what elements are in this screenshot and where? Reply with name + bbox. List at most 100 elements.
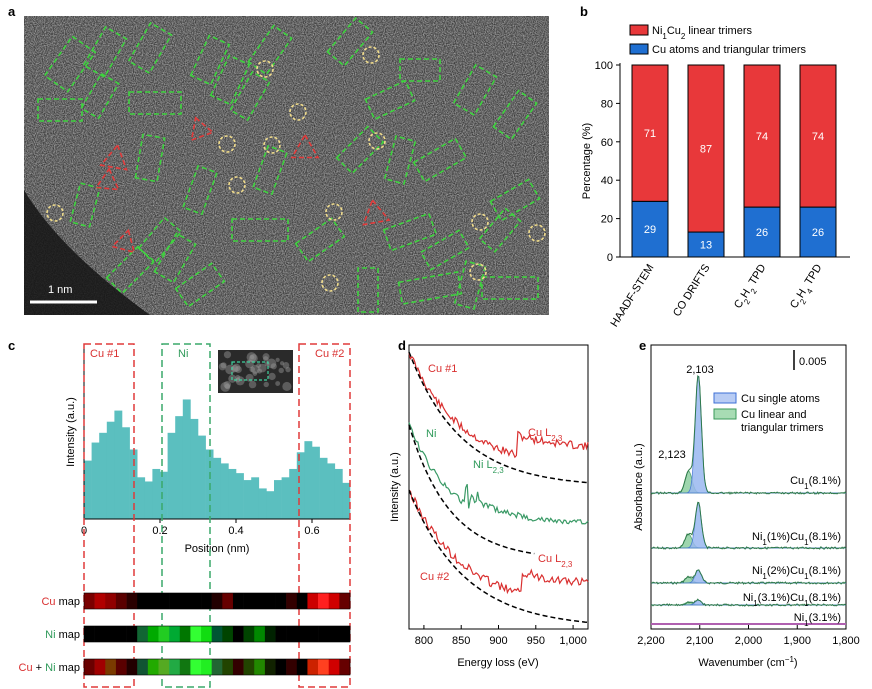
edge-label-cu-1: Cu L2,3 — [528, 427, 563, 443]
linear-trimer-box — [209, 54, 251, 106]
inset-texture — [268, 372, 276, 381]
map-label-ni: Ni map — [45, 629, 80, 641]
intensity-bar — [258, 488, 267, 519]
region-label-cu2: Cu #2 — [315, 348, 344, 360]
elemental-map-cell — [222, 593, 234, 609]
bar-value-label: 13 — [700, 240, 712, 252]
x-tick-label: 1,000 — [559, 635, 587, 647]
linear-trimer-box — [127, 21, 173, 75]
map-label-cu: Cu map — [41, 596, 80, 608]
bar-segment-ni1cu2 — [687, 64, 725, 233]
elemental-map-cell — [307, 659, 319, 675]
single-atom-marker — [289, 103, 307, 121]
bar-value-label: 74 — [812, 131, 824, 143]
single-atom-marker — [256, 60, 274, 78]
inset-image — [218, 350, 293, 393]
elemental-map-frame — [83, 658, 351, 676]
elemental-map-cell — [264, 626, 276, 642]
inset-texture — [250, 364, 260, 374]
intensity-bar — [220, 463, 229, 519]
panel-label-c: c — [8, 338, 16, 353]
region-box — [298, 343, 351, 688]
inset-texture — [231, 365, 239, 373]
intensity-bar — [228, 468, 237, 519]
elemental-map-cell — [126, 593, 138, 609]
elemental-map-cell — [339, 593, 351, 609]
elemental-map-cell — [126, 659, 138, 675]
intensity-bar — [198, 435, 206, 519]
intensity-bar — [213, 457, 222, 519]
elemental-map-cell — [286, 593, 298, 609]
elemental-map-cell — [296, 626, 308, 642]
linear-trimer-box — [80, 72, 120, 120]
x-tick-label: 850 — [452, 635, 470, 647]
inset-texture — [282, 362, 290, 369]
elemental-map-cell — [318, 626, 330, 642]
single-atom-marker — [368, 132, 386, 150]
intensity-bar — [304, 441, 313, 519]
elemental-map-cell — [339, 659, 351, 675]
region-label-cu1: Cu #1 — [90, 348, 119, 360]
x-tick-label: 0.2 — [152, 525, 167, 537]
intensity-bar — [91, 442, 100, 519]
bar-segment-ni1cu2 — [631, 64, 669, 202]
elemental-map-cell — [115, 626, 127, 642]
triangular-trimer — [190, 116, 215, 142]
elemental-map-cell — [264, 659, 276, 675]
elemental-map-cell — [126, 626, 138, 642]
inset-texture — [282, 381, 292, 392]
legend-label-trimers-cont: triangular trimers — [741, 422, 824, 434]
elemental-map-cell — [158, 626, 170, 642]
inset-texture — [249, 353, 258, 363]
inset-texture — [270, 363, 277, 370]
inset-texture — [232, 363, 241, 372]
elemental-map-cell — [169, 659, 181, 675]
intensity-bar — [106, 421, 115, 519]
trace-label-ni1-cu: Ni1(1%)Cu1(8.1%) — [752, 531, 841, 547]
inset-texture — [263, 356, 269, 362]
single-atom-marker — [228, 176, 246, 194]
legend-label-ni1cu2: Ni1Cu2 linear trimers — [652, 25, 752, 41]
elemental-map-cell — [243, 659, 255, 675]
intensity-bar — [175, 416, 184, 519]
intensity-bar — [122, 427, 130, 519]
bar-value-label: 87 — [700, 144, 712, 156]
intensity-bar — [114, 410, 123, 519]
peak-label-2103: 2,103 — [686, 364, 714, 376]
bar-value-label: 26 — [756, 227, 768, 239]
single-atom-marker — [362, 46, 380, 64]
single-atom-marker — [46, 204, 64, 222]
panel-label-a: a — [8, 4, 16, 19]
x-tick-label: 1,900 — [783, 635, 811, 647]
bar-value-label: 29 — [644, 224, 656, 236]
bar-segment-cu — [743, 206, 781, 258]
elemental-map-cell — [84, 626, 95, 642]
intensity-bar — [99, 432, 108, 519]
linear-trimer-box — [231, 218, 289, 242]
elemental-map-cell — [147, 593, 159, 609]
intensity-bar — [289, 468, 298, 519]
bar-segment-cu — [799, 206, 837, 258]
intensity-bar — [319, 457, 328, 519]
inset-texture — [279, 361, 285, 366]
x-tick-label: 2,000 — [735, 635, 763, 647]
linear-trimer-box — [489, 178, 541, 222]
trace-label-ni31-cu: Ni1(3.1%)Cu1(8.1%) — [743, 592, 841, 608]
region-box — [83, 343, 135, 688]
elemental-map-cell — [137, 659, 149, 675]
x-tick-label: 0.6 — [304, 525, 319, 537]
region-box — [161, 343, 211, 688]
linear-trimer-box — [153, 232, 197, 284]
elemental-map-cell — [158, 593, 170, 609]
elemental-map-cell — [254, 626, 266, 642]
elemental-map-cell — [275, 659, 287, 675]
elemental-map-cell — [94, 593, 106, 609]
elemental-map-cell — [211, 659, 223, 675]
intensity-bar — [152, 468, 161, 519]
single-atom-marker — [325, 203, 343, 221]
elemental-map-cell — [169, 626, 181, 642]
inset-texture — [223, 351, 232, 359]
elemental-map-cell — [232, 593, 244, 609]
